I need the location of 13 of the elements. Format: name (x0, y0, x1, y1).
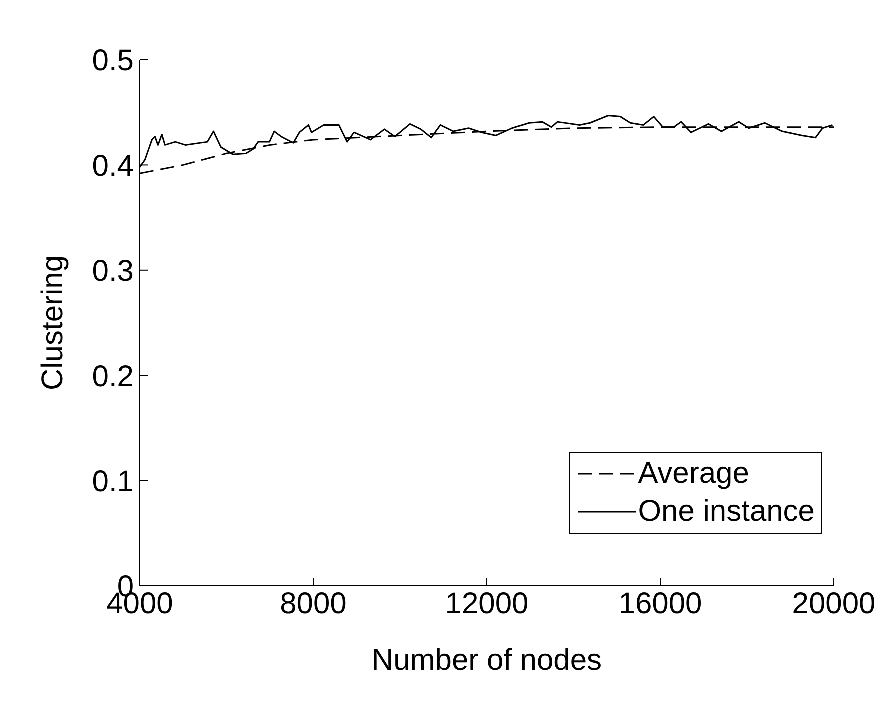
x-axis-title: Number of nodes (372, 644, 602, 677)
legend-label: Average (638, 456, 750, 492)
y-tick-label: 0.1 (92, 465, 134, 498)
x-tick-label: 12000 (445, 587, 529, 620)
y-tick-label: 0.2 (92, 360, 134, 394)
x-tick-label: 16000 (618, 587, 702, 620)
x-tick-label: 20000 (792, 587, 876, 620)
legend-label: One instance (638, 494, 815, 530)
y-tick-label: 0.3 (92, 255, 134, 288)
x-tick-label: 8000 (280, 587, 347, 620)
y-axis-title: Clustering (36, 255, 70, 391)
y-tick-label: 0.4 (92, 150, 134, 183)
y-tick-label: 0.5 (92, 44, 134, 78)
